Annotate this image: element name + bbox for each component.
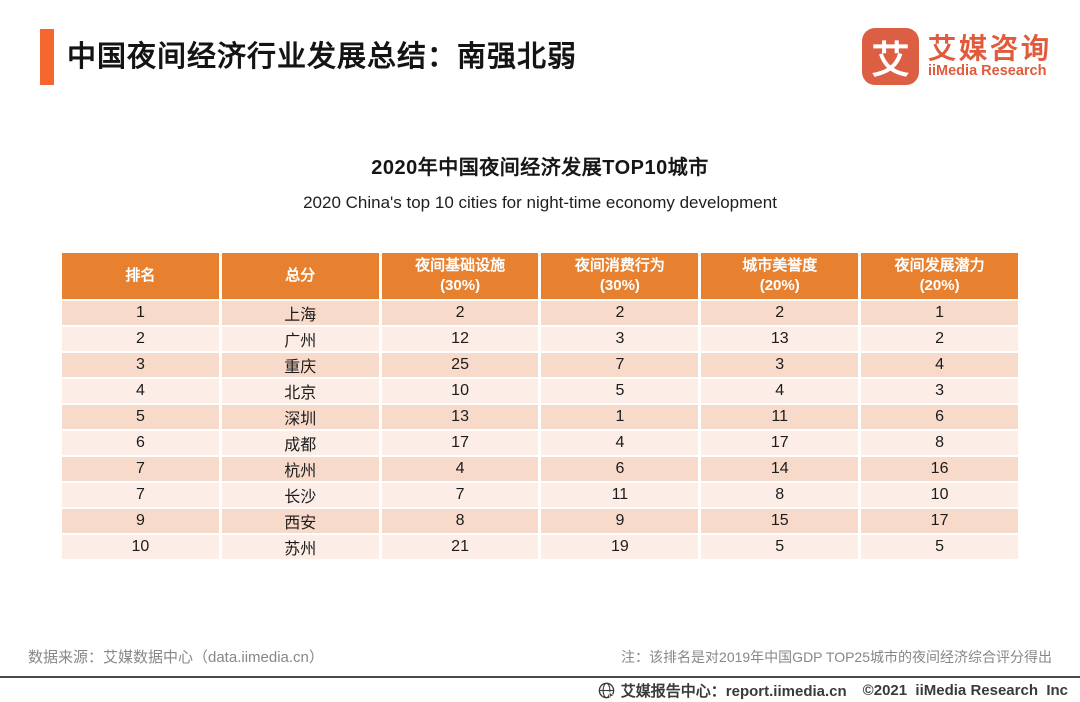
table-cell: 西安 bbox=[221, 509, 379, 533]
table-cell: 14 bbox=[701, 457, 859, 481]
footnotes: 数据来源：艾媒数据中心（data.iimedia.cn） 注：该排名是对2019… bbox=[28, 646, 1052, 667]
table-cell: 5 bbox=[541, 379, 699, 403]
table-cell: 15 bbox=[701, 509, 859, 533]
table-cell: 13 bbox=[701, 327, 859, 351]
page-title: 中国夜间经济行业发展总结：南强北弱 bbox=[67, 40, 578, 73]
table-body: 1 上海 2 2 2 1 2 广州 12 3 13 2 3 重庆 25 7 3 4 4 北京 10 5 4 3 5 深圳 13 1 11… bbox=[62, 301, 1018, 559]
table-cell: 8 bbox=[381, 509, 539, 533]
table-cell: 17 bbox=[701, 431, 859, 455]
table-cell: 4 bbox=[541, 431, 699, 455]
table-cell: 2 bbox=[541, 301, 699, 325]
iimedia-logo-icon: 艾 bbox=[861, 28, 919, 85]
table-cell: 2 bbox=[62, 327, 219, 351]
table-cell: 7 bbox=[541, 353, 699, 377]
table-cell: 17 bbox=[381, 431, 539, 455]
table-cell: 13 bbox=[381, 405, 539, 429]
table-cell: 上海 bbox=[221, 301, 379, 325]
table-row: 1 上海 2 2 2 1 bbox=[62, 301, 1018, 325]
table-row: 7 杭州 4 6 14 16 bbox=[62, 457, 1018, 481]
table-cell: 4 bbox=[861, 353, 1018, 377]
table-cell: 4 bbox=[62, 379, 219, 403]
table-cell: 7 bbox=[62, 483, 219, 507]
data-source-note: 数据来源：艾媒数据中心（data.iimedia.cn） bbox=[28, 649, 324, 666]
column-header-infrastructure: 夜间基础设施 (30%) bbox=[381, 253, 539, 299]
table-subtitle: 2020 China's top 10 cities for night-tim… bbox=[303, 193, 777, 212]
table-cell: 10 bbox=[62, 535, 219, 559]
table-row: 3 重庆 25 7 3 4 bbox=[62, 353, 1018, 377]
table-cell: 21 bbox=[381, 535, 539, 559]
table-cell: 3 bbox=[62, 353, 219, 377]
table-cell: 2 bbox=[861, 327, 1018, 351]
table-cell: 9 bbox=[62, 509, 219, 533]
report-center-text: 艾媒报告中心：report.iimedia.cn bbox=[620, 682, 847, 700]
table-cell: 重庆 bbox=[221, 353, 379, 377]
iimedia-logo: 艾 艾媒咨询 iiMedia Research bbox=[861, 28, 1052, 85]
table-cell: 5 bbox=[861, 535, 1018, 559]
table-cell: 6 bbox=[861, 405, 1018, 429]
table-cell: 2 bbox=[381, 301, 539, 325]
column-header-score: 总分 bbox=[221, 253, 379, 299]
ranking-table: 排名 总分 夜间基础设施 (30%) 夜间消费行为 (30%) 城市美誉度 (20%)… bbox=[59, 251, 1021, 561]
table-cell: 12 bbox=[381, 327, 539, 351]
logo-glyph: 艾 bbox=[871, 40, 910, 82]
column-header-consumption: 夜间消费行为 (30%) bbox=[541, 253, 699, 299]
table-cell: 25 bbox=[381, 353, 539, 377]
table-row: 6 成都 17 4 17 8 bbox=[62, 431, 1018, 455]
logo-wordmark: 艾媒咨询 iiMedia Research bbox=[928, 34, 1052, 79]
table-cell: 3 bbox=[861, 379, 1018, 403]
logo-name-cn: 艾媒咨询 bbox=[927, 33, 1052, 65]
table-cell: 4 bbox=[381, 457, 539, 481]
table-cell: 1 bbox=[541, 405, 699, 429]
table-cell: 7 bbox=[381, 483, 539, 507]
table-cell: 11 bbox=[541, 483, 699, 507]
table-cell: 8 bbox=[861, 431, 1018, 455]
table-row: 7 长沙 7 11 8 10 bbox=[62, 483, 1018, 507]
table-cell: 杭州 bbox=[221, 457, 379, 481]
globe-icon bbox=[598, 682, 615, 699]
table-cell: 19 bbox=[541, 535, 699, 559]
column-header-reputation: 城市美誉度 (20%) bbox=[701, 253, 859, 299]
table-cell: 4 bbox=[701, 379, 859, 403]
table-cell: 广州 bbox=[221, 327, 379, 351]
table-cell: 2 bbox=[701, 301, 859, 325]
table-cell: 6 bbox=[62, 431, 219, 455]
copyright-text: ©2021 iiMedia Research Inc bbox=[862, 681, 1068, 699]
table-cell: 5 bbox=[62, 405, 219, 429]
table-row: 9 西安 8 9 15 17 bbox=[62, 509, 1018, 533]
table-cell: 苏州 bbox=[221, 535, 379, 559]
table-title-block: 2020年中国夜间经济发展TOP10城市 2020 China's top 10… bbox=[0, 151, 1080, 213]
table-row: 2 广州 12 3 13 2 bbox=[62, 327, 1018, 351]
table-cell: 北京 bbox=[221, 379, 379, 403]
logo-name-en: iiMedia Research bbox=[927, 62, 1047, 79]
table-cell: 8 bbox=[701, 483, 859, 507]
table-cell: 1 bbox=[62, 301, 219, 325]
table-cell: 3 bbox=[541, 327, 699, 351]
page-footer: 艾媒报告中心：report.iimedia.cn ©2021 iiMedia R… bbox=[0, 676, 1080, 702]
table-cell: 深圳 bbox=[221, 405, 379, 429]
table-cell: 7 bbox=[62, 457, 219, 481]
title-accent-bar bbox=[40, 28, 54, 85]
table-cell: 成都 bbox=[221, 431, 379, 455]
table-header-row: 排名 总分 夜间基础设施 (30%) 夜间消费行为 (30%) 城市美誉度 (20%)… bbox=[62, 253, 1018, 299]
table-cell: 11 bbox=[701, 405, 859, 429]
table-cell: 10 bbox=[381, 379, 539, 403]
table-row: 4 北京 10 5 4 3 bbox=[62, 379, 1018, 403]
table-cell: 3 bbox=[701, 353, 859, 377]
table-cell: 9 bbox=[541, 509, 699, 533]
ranking-method-note: 注：该排名是对2019年中国GDP TOP25城市的夜间经济综合评分得出 bbox=[621, 649, 1052, 665]
table-cell: 16 bbox=[861, 457, 1018, 481]
column-header-potential: 夜间发展潜力 (20%) bbox=[861, 253, 1018, 299]
table-cell: 6 bbox=[541, 457, 699, 481]
table-cell: 1 bbox=[861, 301, 1018, 325]
table-row: 10 苏州 21 19 5 5 bbox=[62, 535, 1018, 559]
page-header: 中国夜间经济行业发展总结：南强北弱 艾 艾媒咨询 iiMedia Researc… bbox=[40, 28, 1052, 85]
table-cell: 长沙 bbox=[221, 483, 379, 507]
table-cell: 10 bbox=[861, 483, 1018, 507]
table-title: 2020年中国夜间经济发展TOP10城市 bbox=[371, 157, 709, 179]
table-row: 5 深圳 13 1 11 6 bbox=[62, 405, 1018, 429]
table-cell: 17 bbox=[861, 509, 1018, 533]
column-header-rank: 排名 bbox=[62, 253, 219, 299]
table-cell: 5 bbox=[701, 535, 859, 559]
